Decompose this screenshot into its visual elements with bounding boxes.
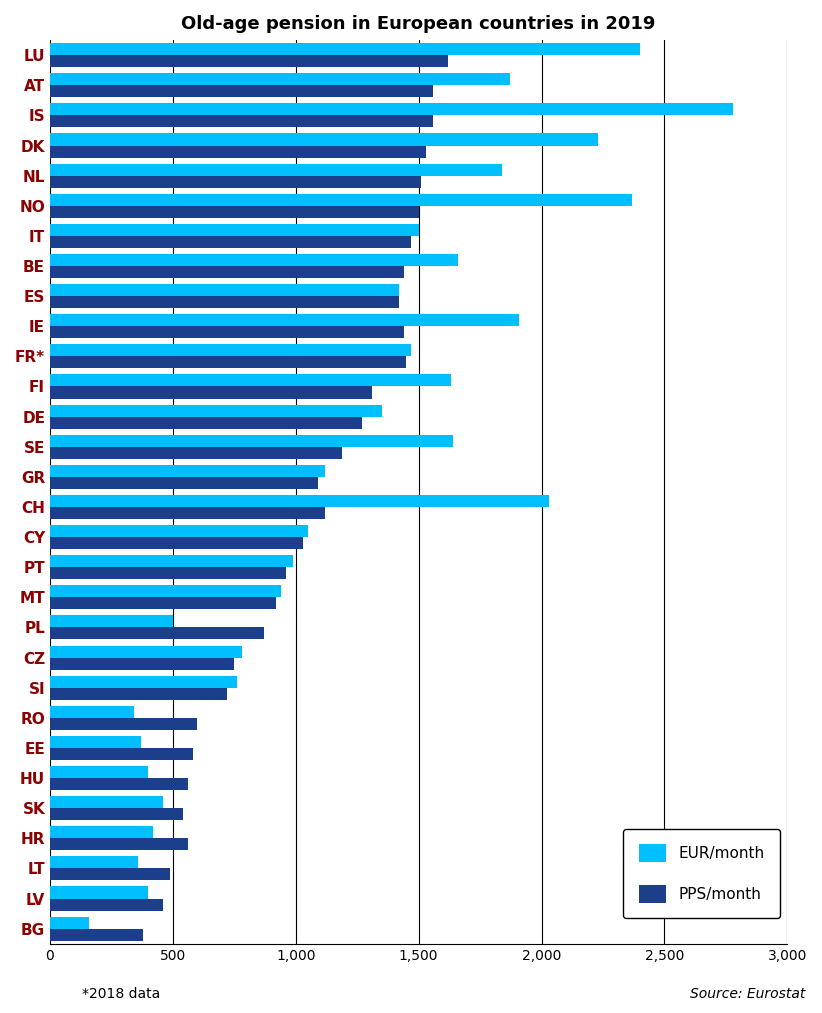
Bar	[50, 146, 426, 158]
Bar	[50, 266, 404, 278]
Bar	[50, 193, 632, 206]
Bar	[50, 657, 234, 670]
Bar	[50, 115, 433, 128]
Bar	[50, 645, 242, 657]
Bar	[50, 796, 163, 808]
Bar	[50, 827, 153, 839]
Bar	[50, 344, 411, 357]
Bar	[50, 357, 406, 369]
Text: *2018 data: *2018 data	[82, 987, 160, 1001]
Bar	[50, 839, 187, 850]
Bar	[50, 206, 418, 218]
Bar	[50, 477, 318, 489]
Bar	[50, 416, 363, 428]
Bar	[50, 44, 640, 55]
Bar	[50, 917, 90, 929]
Bar	[50, 404, 381, 416]
Text: Source: Eurostat: Source: Eurostat	[690, 987, 806, 1001]
Bar	[50, 314, 520, 326]
Bar	[50, 73, 510, 85]
Bar	[50, 627, 264, 639]
Bar	[50, 447, 343, 459]
Bar	[50, 55, 448, 67]
Bar	[50, 929, 143, 941]
Bar	[50, 387, 372, 398]
Bar	[50, 435, 453, 447]
Bar	[50, 555, 293, 567]
Bar	[50, 495, 549, 506]
Bar	[50, 886, 148, 899]
Bar	[50, 808, 182, 821]
Bar	[50, 506, 326, 519]
Bar	[50, 586, 281, 598]
Bar	[50, 735, 141, 748]
Bar	[50, 676, 237, 688]
Bar	[50, 103, 733, 115]
Bar	[50, 778, 187, 790]
Title: Old-age pension in European countries in 2019: Old-age pension in European countries in…	[182, 15, 656, 33]
Bar	[50, 175, 421, 187]
Bar	[50, 326, 404, 338]
Bar	[50, 567, 286, 579]
Bar	[50, 718, 197, 729]
Bar	[50, 766, 148, 778]
Bar	[50, 224, 418, 236]
Bar	[50, 236, 411, 248]
Bar	[50, 688, 227, 700]
Bar	[50, 85, 433, 97]
Bar	[50, 537, 303, 549]
Bar	[50, 525, 308, 537]
Bar	[50, 254, 458, 266]
Bar	[50, 706, 133, 718]
Bar	[50, 134, 598, 146]
Bar	[50, 284, 399, 296]
Bar	[50, 748, 192, 760]
Bar	[50, 375, 450, 387]
Bar	[50, 856, 138, 868]
Bar	[50, 296, 399, 308]
Bar	[50, 868, 170, 880]
Bar	[50, 465, 326, 477]
Legend: EUR/month, PPS/month: EUR/month, PPS/month	[623, 830, 780, 918]
Bar	[50, 615, 173, 627]
Bar	[50, 899, 163, 911]
Bar	[50, 163, 502, 175]
Bar	[50, 598, 276, 610]
